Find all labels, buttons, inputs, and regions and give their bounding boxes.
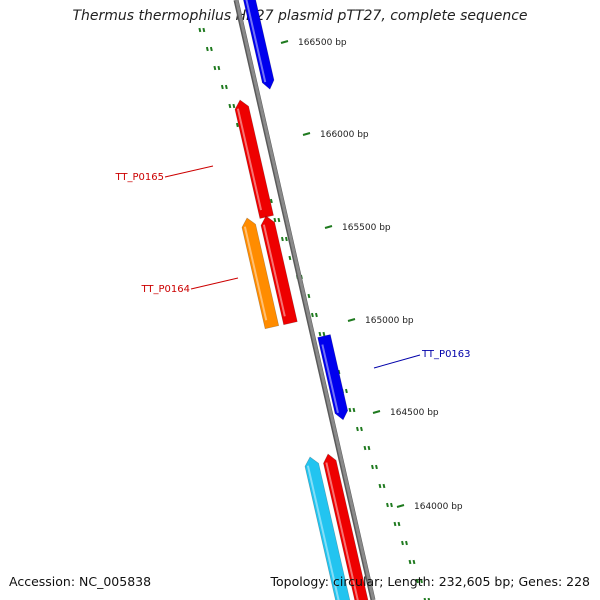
gene-cyan-highlight [306, 465, 340, 600]
gene-orange[interactable] [241, 217, 280, 330]
inner-tick [382, 483, 386, 489]
outer-tick [205, 46, 209, 52]
inner-tick [202, 27, 206, 33]
inner-tick [307, 293, 311, 299]
inner-tick [224, 84, 228, 90]
inner-tick [337, 369, 341, 375]
inner-tick [209, 46, 213, 52]
gene-tt-p0164-body[interactable] [260, 215, 298, 326]
map-title: Thermus thermophilus HB27 plasmid pTT27,… [72, 8, 528, 24]
scale-major-tick [280, 40, 289, 44]
tt-p0164-leader [190, 277, 239, 290]
inner-tick [217, 65, 221, 71]
inner-tick [269, 198, 273, 204]
accession-text: Accession: NC_005838 [9, 574, 152, 589]
gene-tt-p0164-highlight [262, 224, 286, 317]
tt-p0164-label[interactable]: TT_P0164 [140, 284, 190, 295]
tt-p0163-leader [373, 354, 421, 369]
backbone-layer [233, 0, 376, 600]
scale-major-tick [372, 410, 381, 414]
outer-tick [401, 540, 404, 546]
tt-p0163-label[interactable]: TT_P0163 [421, 349, 471, 360]
gene-tt-p0164[interactable] [260, 215, 298, 326]
gene-lower-red-body[interactable] [323, 453, 370, 600]
inner-tick [367, 445, 371, 451]
scale-major-tick [324, 225, 333, 229]
inner-tick [232, 103, 236, 109]
gene-cyan[interactable] [304, 456, 352, 600]
inner-tick [375, 464, 378, 470]
outer-tick [198, 27, 202, 33]
scale-major-tick [347, 318, 356, 322]
backbone-line [235, 0, 375, 600]
scale-label: 166500 bp [298, 38, 347, 48]
outer-tick [213, 65, 217, 71]
inner-tick [427, 597, 431, 600]
gene-tt-p0163-body[interactable] [317, 334, 349, 421]
outer-tick [273, 217, 277, 223]
scale-label: 164500 bp [390, 408, 439, 418]
inner-tick [277, 217, 281, 223]
outer-tick [318, 331, 322, 337]
outer-tick [371, 464, 374, 470]
gene-labels: TT_P0165 TT_P0164 TT_P0163 [114, 165, 471, 369]
tt-p0165-label[interactable]: TT_P0165 [114, 172, 164, 183]
gene-upper-blue[interactable] [239, 0, 275, 90]
inner-tick [412, 559, 416, 565]
scale-label: 166000 bp [320, 130, 369, 140]
gene-upper-blue-highlight [245, 0, 267, 83]
scale-label: 164000 bp [414, 502, 463, 512]
outer-tick [235, 122, 239, 128]
outer-tick [378, 483, 382, 489]
gene-lower-red-highlight [325, 462, 359, 600]
gene-lower-red[interactable] [323, 453, 370, 600]
scale-labels: 166500 bp 166000 bp 165500 bp 165000 bp 1645… [280, 38, 463, 512]
inner-tick [284, 236, 288, 242]
gene-tt-p0163-highlight [321, 344, 339, 414]
inner-tick [390, 502, 393, 508]
outer-tick [363, 445, 367, 451]
outer-tick [348, 407, 352, 413]
gene-orange-highlight [243, 226, 268, 321]
outer-tick [311, 312, 314, 318]
outer-tick [416, 578, 419, 584]
inner-tick [345, 388, 348, 394]
inner-tick [322, 331, 326, 337]
outer-tick [423, 597, 427, 600]
gene-upper-blue-body[interactable] [239, 0, 275, 90]
outer-tick [220, 84, 224, 90]
gene-tt-p0163[interactable] [317, 334, 349, 421]
gene-tt-p0165[interactable] [234, 99, 274, 219]
scale-label: 165000 bp [365, 316, 414, 326]
outer-tick [228, 103, 232, 109]
inner-tick [405, 540, 408, 546]
scale-major-tick [302, 132, 311, 136]
inner-tick [352, 407, 356, 413]
tt-p0165-leader [164, 165, 214, 178]
outer-tick [393, 521, 397, 527]
gene-tt-p0165-highlight [236, 108, 263, 211]
outer-tick [356, 426, 359, 432]
scale-major-tick [396, 504, 405, 508]
gene-orange-body[interactable] [241, 217, 280, 330]
scale-label: 165500 bp [342, 223, 391, 233]
outer-tick [280, 236, 284, 242]
outer-tick [386, 502, 389, 508]
outer-tick-track [198, 27, 427, 600]
topology-summary: Topology: circular; Length: 232,605 bp; … [270, 574, 591, 589]
gene-cyan-body[interactable] [304, 456, 352, 600]
inner-tick [315, 312, 318, 318]
gene-layer [234, 0, 370, 600]
inner-tick [397, 521, 401, 527]
outer-tick [288, 255, 292, 261]
outer-tick [408, 559, 412, 565]
inner-tick [360, 426, 363, 432]
inner-tick [420, 578, 423, 584]
